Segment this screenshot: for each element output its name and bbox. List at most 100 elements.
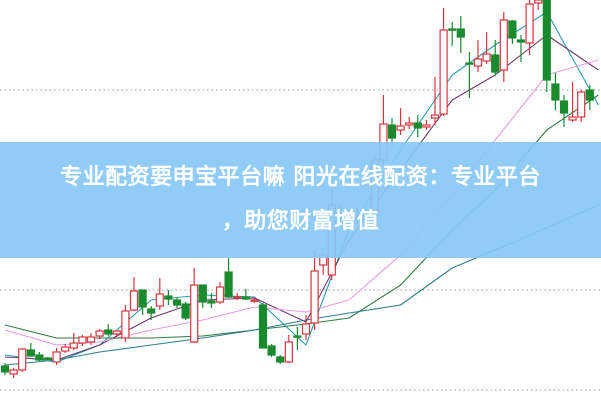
candle-body xyxy=(35,354,44,361)
candle-body xyxy=(112,330,121,335)
candle-down xyxy=(465,52,474,98)
candle-up xyxy=(129,277,139,311)
candle-body xyxy=(181,303,190,319)
candle-down xyxy=(172,298,182,308)
candle-body xyxy=(224,271,233,298)
candle-up xyxy=(301,315,311,340)
candle-body xyxy=(78,336,87,344)
candle-down xyxy=(413,115,422,137)
candle-body xyxy=(448,28,457,31)
candle-up xyxy=(482,32,491,64)
candle-body xyxy=(499,19,508,71)
candle-down xyxy=(147,306,156,320)
candle-body xyxy=(508,20,517,39)
candle-down xyxy=(542,0,551,92)
candle-down xyxy=(224,258,233,298)
candle-up xyxy=(18,348,27,372)
candle-body xyxy=(577,91,586,118)
candle-body xyxy=(465,62,474,65)
candle-down xyxy=(138,289,147,315)
candle-body xyxy=(207,300,216,304)
candle-up xyxy=(155,278,164,310)
candle-down xyxy=(104,324,113,336)
candle-body xyxy=(138,289,147,308)
candle-body xyxy=(164,295,173,300)
candle-body xyxy=(95,330,104,337)
candle-body xyxy=(258,304,268,349)
candle-down xyxy=(456,16,465,53)
candle-up xyxy=(439,8,448,116)
candle-up xyxy=(95,329,104,339)
candle-body xyxy=(104,329,113,335)
candle-up xyxy=(233,293,242,300)
candle-body xyxy=(172,299,182,306)
candle-down xyxy=(491,40,500,76)
candle-body xyxy=(43,357,53,360)
candle-up xyxy=(473,40,483,72)
candle-down xyxy=(559,95,569,127)
candle-body xyxy=(430,114,440,119)
candle-down xyxy=(508,20,517,44)
candle-body xyxy=(310,270,319,324)
candle-body xyxy=(542,0,551,81)
candle-body xyxy=(198,284,207,303)
candle-body xyxy=(516,39,526,43)
banner-title-line1: 专业配资要申宝平台嘛 阳光在线配资：专业平台 xyxy=(60,165,541,190)
candle-up xyxy=(190,268,199,343)
title-banner: 专业配资要申宝平台嘛 阳光在线配资：专业平台 ，助您财富增值 xyxy=(0,142,601,258)
candle-down xyxy=(241,289,250,300)
candle-down xyxy=(585,85,594,110)
candle-body xyxy=(482,53,491,62)
candle-body xyxy=(387,124,397,139)
candle-body xyxy=(559,100,569,114)
candle-up xyxy=(86,333,96,345)
candle-body xyxy=(61,346,70,352)
candle-down xyxy=(448,22,457,46)
candle-down xyxy=(516,35,526,62)
candle-body xyxy=(267,345,276,356)
candle-body xyxy=(534,0,543,4)
candle-body xyxy=(551,83,560,101)
candle-down xyxy=(0,363,10,375)
candle-body xyxy=(585,89,594,101)
candle-body xyxy=(0,365,10,373)
candle-body xyxy=(439,29,448,115)
candle-down xyxy=(181,302,190,320)
candle-down xyxy=(258,303,268,349)
candle-body xyxy=(396,125,405,131)
gridlines xyxy=(0,89,601,391)
candle-up xyxy=(405,117,414,129)
candle-body xyxy=(568,116,577,121)
candle-down xyxy=(198,284,207,308)
candle-body xyxy=(422,124,431,128)
candle-down xyxy=(551,73,560,110)
candle-body xyxy=(525,3,534,44)
candle-up xyxy=(112,330,121,337)
candle-up xyxy=(284,335,293,363)
candle-down xyxy=(293,327,302,350)
candle-body xyxy=(405,122,414,126)
candle-body xyxy=(52,351,61,363)
candle-body xyxy=(121,310,130,339)
candle-body xyxy=(473,58,483,67)
candle-body xyxy=(86,336,96,343)
candle-body xyxy=(284,341,293,363)
candle-body xyxy=(293,335,302,338)
candle-up xyxy=(499,12,508,82)
candle-down xyxy=(276,355,285,364)
candle-body xyxy=(9,369,18,375)
candle-body xyxy=(190,284,199,343)
candle-up xyxy=(534,0,543,10)
banner-title-line2: ，助您财富增值 xyxy=(221,209,380,234)
candle-up xyxy=(78,335,87,346)
candle-up xyxy=(61,344,70,353)
candle-up xyxy=(430,77,440,125)
candle-up xyxy=(250,298,259,303)
candle-body xyxy=(147,308,156,314)
candle-down xyxy=(26,343,35,357)
candle-up xyxy=(9,368,18,378)
candle-body xyxy=(491,54,500,73)
candle-up xyxy=(577,90,586,122)
candle-body xyxy=(301,323,311,335)
candle-up xyxy=(310,250,319,330)
